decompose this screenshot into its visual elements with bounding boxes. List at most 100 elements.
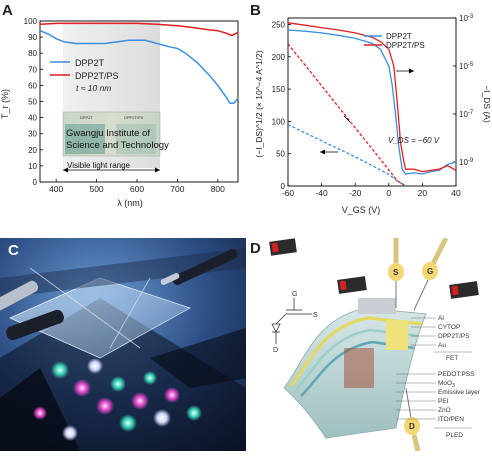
flexible-sheet bbox=[9, 277, 191, 359]
x-tick-label-a: 400 bbox=[49, 184, 63, 194]
ylabel-b-right: −I_DS (A) bbox=[482, 85, 492, 123]
layer-label-pled: PEI bbox=[438, 398, 449, 405]
fet-label: FET bbox=[446, 355, 458, 362]
inset-text-line1: Gwangju Institute of bbox=[66, 128, 150, 139]
panel-c-photo: C bbox=[0, 238, 246, 451]
film-dpp2t bbox=[65, 124, 105, 154]
layer-label-pled: PEDOT:PSS bbox=[438, 371, 475, 378]
probe-g-label: G bbox=[427, 267, 433, 276]
y-tick-label-a: 80 bbox=[28, 49, 37, 58]
y-tick-label-a: 50 bbox=[28, 98, 37, 107]
x-tick-label-b: 0 bbox=[386, 188, 391, 198]
y-tick-label-left-b: 200 bbox=[272, 53, 286, 62]
probe-right bbox=[160, 248, 238, 286]
panel-label-c: C bbox=[8, 242, 19, 259]
al-electrode bbox=[358, 298, 396, 314]
ylabel-b-left: (−I_DS)^1/2 (× 10^−4 A^1/2) bbox=[254, 50, 264, 157]
series-line-log-dpp2t bbox=[287, 29, 457, 175]
circuit-d: D bbox=[273, 347, 278, 354]
inset-label-dpp2t: DPP2T bbox=[80, 115, 93, 120]
panel-b: B -60 -40 -20 0 20 40 0 50 100 150 200 250 10-3 10-5 1… bbox=[246, 0, 492, 226]
y-tick-label-a: 100 bbox=[24, 17, 38, 26]
y-tick-label-a: 40 bbox=[28, 114, 37, 123]
legend-a-dpp2t: DPP2T bbox=[75, 58, 105, 68]
y-tick-label-right-b: 10-5 bbox=[459, 62, 474, 71]
legend-b-dpp2t-ps: DPP2T/PS bbox=[386, 41, 425, 50]
y-tick-label-a: 0 bbox=[33, 178, 38, 187]
series-line-sqrt-dpp2t bbox=[287, 124, 406, 187]
y-tick-label-left-b: 50 bbox=[276, 150, 285, 159]
y-tick-label-a: 20 bbox=[28, 146, 37, 155]
probe-s: S bbox=[388, 238, 404, 308]
layer-label-fet: Au bbox=[438, 342, 446, 349]
panel-d-schematic: D G bbox=[246, 236, 492, 452]
led-array bbox=[33, 358, 202, 441]
mini-device-1 bbox=[269, 238, 297, 256]
device-photo bbox=[0, 238, 246, 451]
visible-range-annotation: Visible light range bbox=[63, 161, 160, 173]
y-tick-label-a: 30 bbox=[28, 130, 37, 139]
probe-left bbox=[0, 280, 64, 341]
series-line-dpp2t-ps bbox=[39, 22, 239, 37]
au-electrode bbox=[386, 320, 408, 350]
inset-photo: DPP2T DPP2T/PS Gwangju Institute of Scie… bbox=[62, 111, 169, 157]
plot-frame-b bbox=[287, 17, 457, 187]
y-tick-label-left-b: 100 bbox=[272, 117, 286, 126]
layer-label-fet: DPP2T/PS bbox=[438, 333, 470, 340]
panel-label-a: A bbox=[2, 2, 13, 19]
y-tick-label-a: 90 bbox=[28, 33, 37, 42]
y-tick-label-a: 10 bbox=[28, 162, 37, 171]
xlabel-a: λ (nm) bbox=[117, 198, 143, 208]
x-tick-label-a: 800 bbox=[211, 184, 225, 194]
probe-g: G bbox=[413, 236, 449, 311]
y-tick-label-left-b: 0 bbox=[281, 182, 286, 191]
circuit-symbol bbox=[271, 298, 312, 344]
xlabel-b: V_GS (V) bbox=[342, 205, 381, 215]
legend-a-thickness: t ≈ 10 nm bbox=[76, 83, 111, 93]
y-tick-label-a: 70 bbox=[28, 65, 37, 74]
legend-b-dpp2t: DPP2T bbox=[386, 32, 412, 41]
y-tick-label-right-b: 10-3 bbox=[459, 14, 474, 23]
layer-label-pled: Emissive layer bbox=[438, 389, 481, 396]
legend-b: DPP2T DPP2T/PS bbox=[364, 32, 425, 50]
pled-label: PLED bbox=[446, 432, 463, 439]
panel-a: A DPP2T DPP2T/PS Gwangju Institute of Sc… bbox=[0, 0, 246, 226]
inset-text-line2: Science and Technology bbox=[66, 140, 169, 151]
x-tick-label-a: 700 bbox=[170, 184, 184, 194]
mini-device-3 bbox=[449, 281, 479, 299]
legend-a: DPP2T DPP2T/PS t ≈ 10 nm bbox=[50, 58, 119, 93]
device-schematic: G S D S G D bbox=[269, 236, 481, 452]
layer-stack bbox=[283, 298, 427, 439]
transmittance-chart: DPP2T DPP2T/PS Gwangju Institute of Scie… bbox=[0, 17, 239, 208]
panel-label-d: D bbox=[250, 240, 261, 257]
series-line-dpp2t bbox=[39, 30, 239, 104]
x-tick-label-b: -20 bbox=[349, 188, 362, 198]
y-tick-label-right-b: 10-9 bbox=[459, 158, 474, 167]
visible-range-label: Visible light range bbox=[67, 161, 131, 170]
x-tick-label-b: -60 bbox=[282, 188, 295, 198]
x-tick-label-b: 40 bbox=[451, 188, 461, 198]
probe-d-label: D bbox=[409, 422, 415, 431]
film-dpp2t-ps bbox=[116, 124, 156, 154]
y-tick-label-left-b: 250 bbox=[272, 20, 286, 29]
vds-annotation: V_DS = −60 V bbox=[388, 136, 440, 145]
y-tick-label-left-b: 150 bbox=[272, 85, 286, 94]
panel-label-b: B bbox=[250, 2, 261, 19]
layer-label-fet: CYTOP bbox=[438, 324, 460, 331]
emissive-pixel bbox=[344, 348, 374, 388]
x-tick-label-a: 600 bbox=[130, 184, 144, 194]
y-tick-label-a: 60 bbox=[28, 81, 37, 90]
probe-d: D bbox=[404, 387, 421, 452]
legend-a-dpp2t-ps: DPP2T/PS bbox=[75, 71, 119, 81]
x-tick-label-b: 20 bbox=[418, 188, 428, 198]
axis-arrows bbox=[320, 68, 414, 155]
x-tick-label-b: -40 bbox=[315, 188, 328, 198]
x-tick-label-a: 500 bbox=[89, 184, 103, 194]
ylabel-a: T_r (%) bbox=[0, 89, 10, 119]
layer-label-pled: MoO3 bbox=[438, 380, 455, 389]
transfer-curve-chart: -60 -40 -20 0 20 40 0 50 100 150 200 250 10-3 10-5 10-… bbox=[254, 14, 492, 215]
layer-label-pled: ITO/PEN bbox=[438, 416, 464, 423]
circuit-g: G bbox=[292, 291, 297, 298]
y-tick-label-right-b: 10-7 bbox=[459, 110, 474, 119]
